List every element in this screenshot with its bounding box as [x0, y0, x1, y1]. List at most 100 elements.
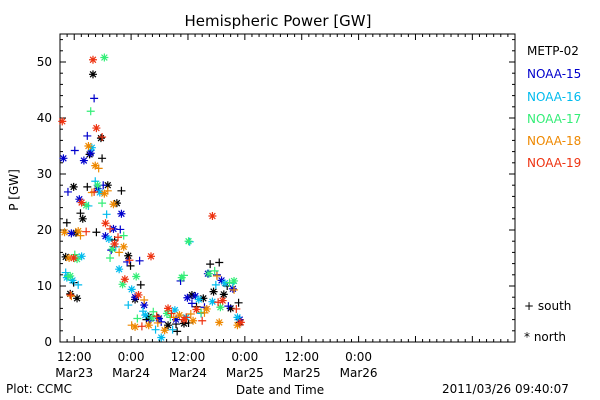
point-noaa-16-north — [194, 295, 203, 304]
point-noaa-16-south — [151, 325, 160, 334]
point-noaa-15-north — [140, 301, 149, 310]
y-tick-label: 30 — [37, 167, 52, 181]
point-metp-02-north — [124, 251, 133, 260]
point-noaa-18-south — [186, 310, 195, 318]
point-noaa-19-south — [90, 187, 99, 196]
point-noaa-17-south — [133, 314, 142, 323]
point-noaa-19-north — [134, 290, 143, 299]
point-metp-02-north — [199, 294, 208, 303]
y-tick-label: 40 — [37, 111, 52, 125]
x-tick-date-label: Mar24 — [169, 366, 207, 380]
point-noaa-17-north — [73, 255, 82, 264]
point-noaa-18-north — [215, 318, 224, 327]
point-noaa-18-north — [84, 142, 93, 150]
point-metp-02-north — [187, 290, 196, 299]
point-noaa-18-north — [175, 311, 184, 320]
point-noaa-19-south — [137, 322, 146, 331]
point-metp-02-north — [112, 199, 121, 208]
point-noaa-15-north — [191, 292, 200, 301]
point-noaa-16-south — [124, 301, 133, 310]
point-noaa-19-north — [218, 296, 227, 305]
point-metp-02-north — [144, 312, 153, 321]
point-metp-02-north — [69, 182, 78, 191]
point-noaa-17-south — [106, 254, 115, 262]
point-noaa-19-south — [98, 133, 107, 142]
point-metp-02-north — [164, 321, 173, 330]
point-metp-02-south — [83, 182, 92, 191]
point-noaa-17-north — [162, 309, 171, 318]
point-noaa-18-north — [233, 321, 242, 330]
point-noaa-16-north — [62, 273, 71, 282]
point-noaa-19-south — [114, 233, 123, 242]
point-noaa-16-south — [211, 280, 220, 289]
point-noaa-15-north — [172, 315, 181, 324]
plot-frame — [59, 33, 516, 343]
legend-noaa-17: NOAA-17 — [527, 112, 582, 126]
point-noaa-18-north — [189, 316, 198, 325]
point-noaa-19-north — [208, 212, 217, 220]
point-metp-02-north — [96, 134, 105, 143]
point-noaa-19-south — [167, 309, 176, 318]
point-noaa-15-north — [131, 293, 140, 302]
point-noaa-15-south — [116, 225, 125, 234]
point-noaa-15-north — [86, 149, 95, 158]
point-metp-02-north — [209, 287, 218, 296]
point-metp-02-south — [92, 228, 101, 237]
point-noaa-16-north — [104, 234, 113, 243]
point-noaa-16-north — [68, 276, 77, 285]
point-noaa-19-north — [179, 315, 188, 324]
legend-metp-02: METP-02 — [527, 44, 579, 58]
point-noaa-15-south — [63, 187, 72, 196]
x-tick-date-label: Mar23 — [55, 366, 93, 380]
point-noaa-18-south — [153, 318, 162, 327]
plot-source-label: Plot: CCMC — [6, 382, 72, 396]
x-tick-time-label: 0:00 — [231, 350, 258, 364]
point-noaa-15-south — [135, 256, 144, 265]
point-noaa-19-south — [125, 256, 134, 265]
point-noaa-17-north — [205, 269, 214, 278]
y-tick-label: 10 — [37, 279, 52, 293]
point-noaa-17-north — [66, 271, 75, 280]
x-tick-time-label: 0:00 — [118, 350, 145, 364]
x-tick-time-label: 12:00 — [284, 350, 319, 364]
point-noaa-19-south — [232, 304, 241, 313]
point-metp-02-south — [215, 258, 224, 267]
point-noaa-15-north — [59, 154, 68, 163]
point-noaa-15-north — [79, 156, 88, 165]
point-noaa-16-south — [168, 325, 177, 334]
point-metp-02-south — [62, 218, 71, 227]
point-noaa-17-north — [184, 237, 193, 246]
point-noaa-16-north — [157, 333, 166, 342]
point-noaa-18-north — [160, 326, 169, 335]
point-noaa-18-south — [212, 271, 221, 280]
y-axis-label: P [GW] — [7, 169, 21, 211]
point-metp-02-north — [73, 294, 82, 303]
y-tick-label: 50 — [37, 55, 52, 69]
point-noaa-19-north — [77, 198, 86, 207]
point-noaa-15-north — [101, 232, 110, 241]
point-noaa-15-north — [75, 195, 84, 204]
point-noaa-17-north — [230, 276, 239, 285]
point-noaa-19-north — [164, 304, 173, 313]
point-metp-02-north — [61, 252, 70, 261]
y-tick-label: 0 — [44, 335, 52, 349]
y-tick-label: 20 — [37, 223, 52, 237]
point-noaa-15-south — [83, 131, 92, 140]
point-noaa-16-south — [102, 210, 111, 219]
point-noaa-19-north — [236, 318, 245, 327]
point-noaa-19-south — [106, 224, 115, 233]
point-noaa-18-north — [109, 200, 118, 209]
point-noaa-15-north — [67, 229, 76, 238]
x-tick-date-label: Mar25 — [226, 366, 264, 380]
legend-south-marker: + south — [524, 299, 572, 313]
point-noaa-18-north — [144, 321, 153, 330]
point-noaa-19-north — [101, 219, 110, 228]
x-axis-label: Date and Time — [236, 383, 324, 397]
point-metp-02-south — [117, 186, 126, 195]
point-noaa-17-north — [132, 272, 141, 281]
point-noaa-15-south — [70, 146, 79, 155]
point-metp-02-south — [98, 154, 107, 163]
point-noaa-19-north — [92, 124, 101, 133]
point-noaa-18-north — [91, 161, 100, 170]
